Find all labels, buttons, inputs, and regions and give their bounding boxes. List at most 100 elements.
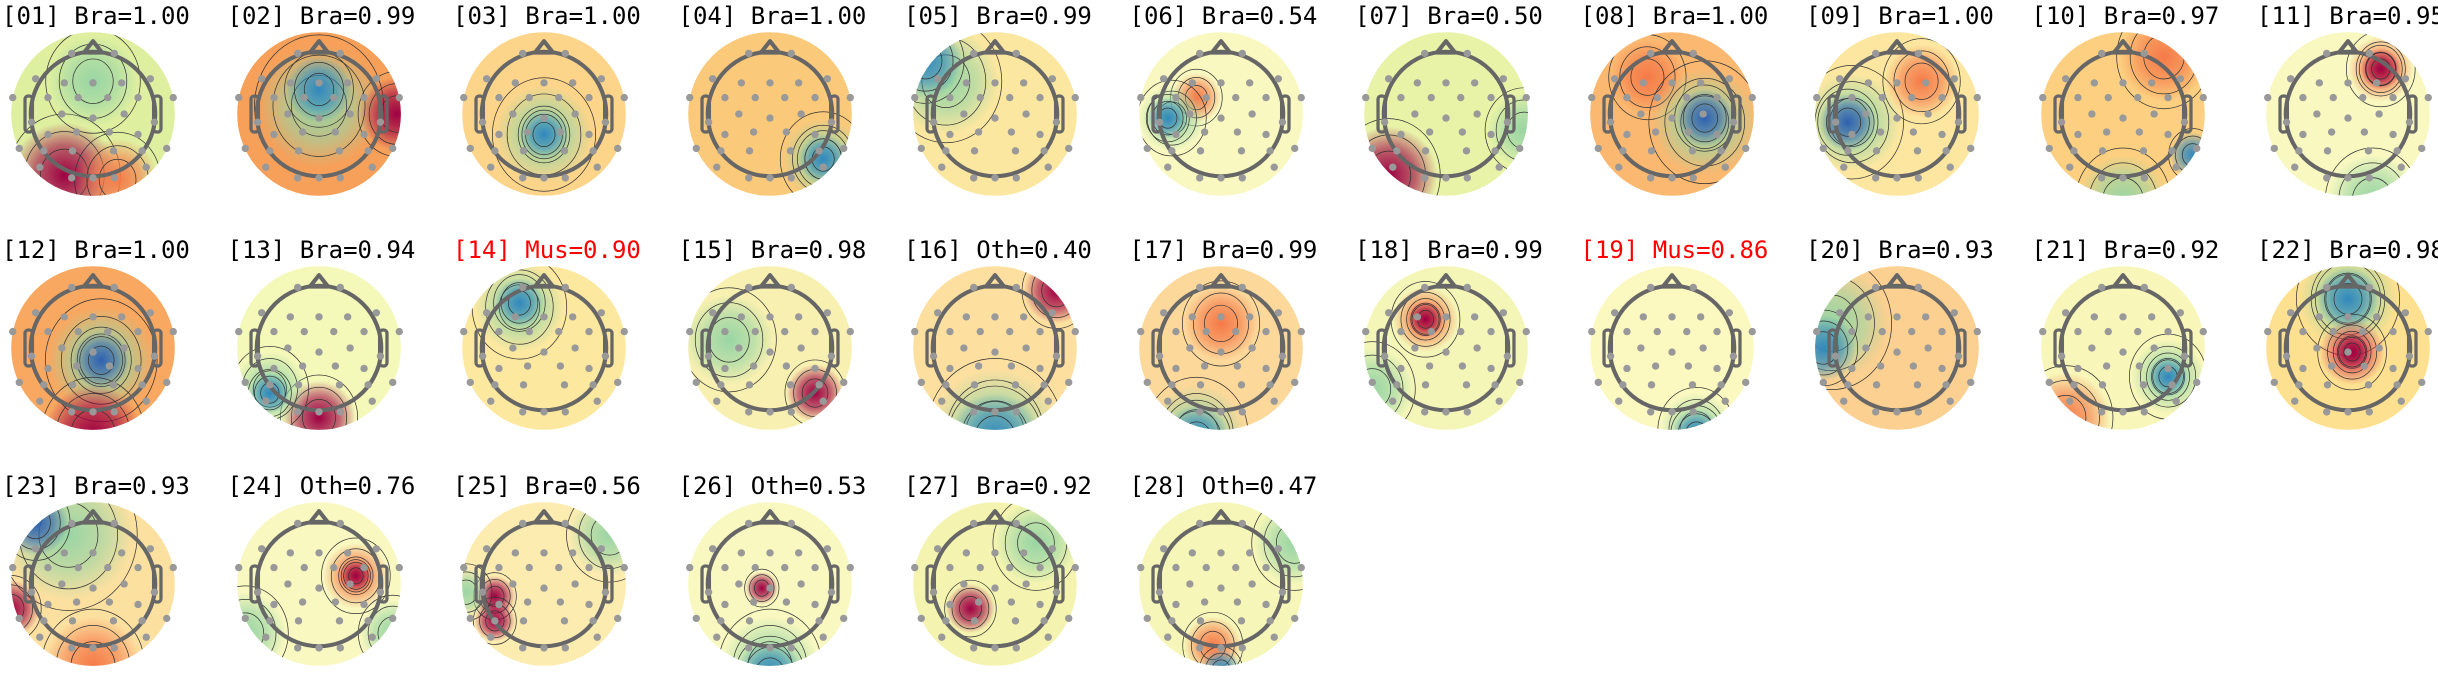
electrode-dot [58, 580, 66, 588]
electrode-dot [1921, 313, 1930, 321]
electrode-dot [1653, 327, 1661, 336]
electrode-dot [561, 408, 569, 416]
contour-line [45, 32, 141, 134]
electrode-dot [685, 93, 693, 102]
electrode-dot [89, 114, 97, 122]
topomap [2038, 32, 2207, 196]
component-24: [24] Oth=0.76 [226, 470, 451, 700]
electrode-dot [601, 352, 610, 360]
topomap [1587, 32, 1756, 196]
field-blob [736, 641, 803, 666]
contour-line [479, 603, 511, 639]
component-20: [20] Bra=0.93 [1804, 234, 2029, 464]
component-17: [17] Bra=0.99 [1128, 234, 1353, 464]
contour-line [1158, 393, 1234, 430]
electrode-dot [1159, 545, 1167, 553]
electrode-dot [1297, 327, 1305, 336]
electrode-dot [1893, 174, 1901, 182]
contour-line [1181, 280, 1260, 367]
electrode-dot [2365, 174, 2373, 182]
component-13: [13] Bra=0.94 [226, 234, 451, 464]
electrode-dot [89, 644, 97, 652]
electrode-dot [991, 584, 999, 592]
electrode-dot [2418, 378, 2426, 387]
electrode-dot [744, 174, 752, 182]
electrode-dot [466, 378, 474, 387]
electrode-dot [2167, 147, 2176, 155]
electrode-dot [720, 327, 729, 336]
electrode-dot [1044, 163, 1052, 171]
electrode-dot [68, 49, 76, 58]
electrode-dot [1393, 381, 1401, 389]
electrode-dot [1473, 110, 1481, 118]
electrode-dot [2118, 313, 2127, 321]
electrode-dot [2140, 174, 2148, 182]
electrode-dot [1651, 128, 1659, 136]
electrode-dot [2389, 130, 2397, 139]
electrode-dot [1831, 118, 1840, 126]
electrode-dot [1421, 381, 1430, 389]
electrode-dot [298, 128, 306, 136]
electrode-dot [1689, 283, 1697, 292]
component-title: [10] Bra=0.97 [2031, 2, 2220, 30]
electrode-dot [519, 381, 528, 389]
electrode-dot [1397, 364, 1405, 373]
electrode-dot [614, 614, 622, 623]
electrode-dot [491, 381, 499, 389]
electrode-dot [511, 313, 520, 321]
electrode-dot [1036, 130, 1044, 139]
electrode-dot [2135, 128, 2143, 136]
component-title: [28] Oth=0.47 [1129, 472, 1318, 500]
electrode-dot [60, 313, 69, 321]
electrode-dot [560, 617, 569, 625]
contour-line [2332, 330, 2372, 374]
electrode-dot [1233, 362, 1241, 370]
electrode-dot [314, 584, 323, 592]
electrode-dot [314, 114, 323, 122]
electrode-dot [1606, 352, 1614, 360]
contour-line [41, 376, 145, 430]
electrode-dot [2286, 309, 2295, 317]
electrode-dot [540, 644, 548, 652]
field-blob [1200, 649, 1241, 666]
topomap [685, 32, 854, 196]
electrode-dot [89, 584, 97, 592]
electrode-dot [2104, 93, 2112, 102]
electrode-dot [1261, 364, 1270, 373]
component-title: [11] Bra=0.95 [2257, 2, 2438, 30]
electrode-dot [2163, 364, 2172, 373]
electrode-dot [343, 79, 351, 87]
topomap [911, 266, 1079, 430]
electrode-dot [1231, 563, 1239, 572]
contour-line [2358, 44, 2403, 93]
electrode-dot [1427, 327, 1435, 336]
electrode-dot [1741, 144, 1749, 153]
electrode-dot [2069, 381, 2078, 389]
electrode-dot [2344, 114, 2352, 122]
component-14: [14] Mus=0.90 [451, 234, 676, 464]
electrode-dot [519, 147, 528, 155]
component-title: [23] Bra=0.93 [2, 472, 190, 500]
electrode-dot [2065, 397, 2073, 405]
electrode-dot [1195, 408, 1203, 416]
electrode-dot [372, 75, 380, 83]
electrode-dot [314, 644, 323, 652]
electrode-dot [1442, 174, 1450, 182]
electrode-dot [561, 283, 569, 292]
electrode-dot [1413, 313, 1422, 321]
electrode-dot [1463, 408, 1471, 416]
electrode-dot [1848, 364, 1856, 373]
electrode-dot [597, 75, 606, 83]
electrode-dot [2149, 110, 2158, 118]
electrode-dot [376, 352, 384, 360]
electrode-dot [823, 309, 831, 317]
electrode-dot [1143, 614, 1151, 623]
electrode-dot [519, 174, 527, 182]
electrode-dot [1171, 600, 1180, 609]
electrode-dot [1155, 588, 1163, 596]
electrode-dot [519, 519, 527, 528]
electrode-dot [331, 128, 339, 136]
electrode-dot [1167, 381, 1176, 389]
electrode-dot [294, 381, 302, 389]
electrode-dot [568, 549, 577, 557]
